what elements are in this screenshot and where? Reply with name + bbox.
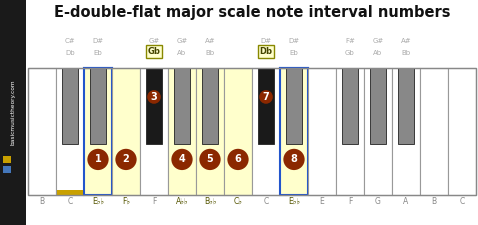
Bar xyxy=(3,156,11,163)
Text: 1: 1 xyxy=(95,154,101,164)
Bar xyxy=(168,68,196,195)
Bar xyxy=(0,0,26,225)
Bar xyxy=(202,68,218,144)
Text: 8: 8 xyxy=(291,154,297,164)
Bar xyxy=(57,190,83,195)
Text: G#: G# xyxy=(148,38,160,44)
Text: D#: D# xyxy=(288,38,300,44)
Text: C#: C# xyxy=(65,38,76,44)
Bar xyxy=(342,68,358,144)
Text: 5: 5 xyxy=(206,154,213,164)
Bar xyxy=(398,68,414,144)
Bar xyxy=(84,68,112,195)
Bar xyxy=(286,68,302,144)
Text: Ab: Ab xyxy=(177,50,186,56)
Text: Db: Db xyxy=(65,50,75,56)
Text: A#: A# xyxy=(401,38,411,44)
Text: Ab: Ab xyxy=(373,50,382,56)
Text: F♭: F♭ xyxy=(122,197,130,206)
Bar xyxy=(140,68,168,195)
Text: B♭♭: B♭♭ xyxy=(204,197,216,206)
Text: Gb: Gb xyxy=(345,50,355,56)
Text: Db: Db xyxy=(260,47,272,56)
Text: 6: 6 xyxy=(235,154,241,164)
Text: 3: 3 xyxy=(151,92,157,102)
Bar xyxy=(364,68,392,195)
Bar xyxy=(252,68,280,195)
Bar xyxy=(90,68,106,144)
Text: C: C xyxy=(263,197,269,206)
Text: C: C xyxy=(459,197,465,206)
Bar xyxy=(3,166,11,173)
Text: 7: 7 xyxy=(262,92,270,102)
Text: D#: D# xyxy=(92,38,104,44)
Bar xyxy=(258,68,274,144)
Circle shape xyxy=(147,90,161,104)
Bar xyxy=(174,68,190,144)
Circle shape xyxy=(199,149,221,170)
Bar xyxy=(112,68,140,195)
Text: Bb: Bb xyxy=(206,50,215,56)
Text: F: F xyxy=(348,197,352,206)
Bar xyxy=(28,68,476,195)
Bar xyxy=(146,68,162,144)
Bar xyxy=(62,68,78,144)
Text: Eb: Eb xyxy=(290,50,298,56)
Bar xyxy=(224,68,252,195)
Bar xyxy=(392,68,420,195)
Text: G#: G# xyxy=(372,38,384,44)
Text: E: E xyxy=(320,197,325,206)
Circle shape xyxy=(228,149,249,170)
Text: E♭♭: E♭♭ xyxy=(92,197,104,206)
Circle shape xyxy=(87,149,109,170)
Text: D#: D# xyxy=(261,38,272,44)
Circle shape xyxy=(283,149,304,170)
Bar xyxy=(370,68,386,144)
Bar xyxy=(420,68,448,195)
Text: E♭♭: E♭♭ xyxy=(288,197,300,206)
Circle shape xyxy=(259,90,273,104)
Bar xyxy=(280,68,308,195)
Text: Gb: Gb xyxy=(148,47,161,56)
Text: G: G xyxy=(375,197,381,206)
Text: F: F xyxy=(152,197,156,206)
Text: A#: A# xyxy=(205,38,215,44)
Text: 4: 4 xyxy=(179,154,185,164)
Text: basicmusictheory.com: basicmusictheory.com xyxy=(11,80,15,145)
Text: F#: F# xyxy=(345,38,355,44)
Text: G#: G# xyxy=(176,38,188,44)
Text: C♭: C♭ xyxy=(234,197,242,206)
Bar xyxy=(56,68,84,195)
Text: Bb: Bb xyxy=(402,50,411,56)
Text: B: B xyxy=(40,197,44,206)
Text: C: C xyxy=(67,197,73,206)
Text: E-double-flat major scale note interval numbers: E-double-flat major scale note interval … xyxy=(54,4,450,20)
Bar xyxy=(28,68,56,195)
Text: A♭♭: A♭♭ xyxy=(176,197,188,206)
Circle shape xyxy=(171,149,193,170)
Text: Eb: Eb xyxy=(94,50,102,56)
Circle shape xyxy=(115,149,137,170)
Text: B: B xyxy=(432,197,436,206)
Bar xyxy=(196,68,224,195)
Text: 2: 2 xyxy=(123,154,130,164)
Bar xyxy=(448,68,476,195)
Text: A: A xyxy=(403,197,409,206)
Bar xyxy=(308,68,336,195)
Bar xyxy=(336,68,364,195)
